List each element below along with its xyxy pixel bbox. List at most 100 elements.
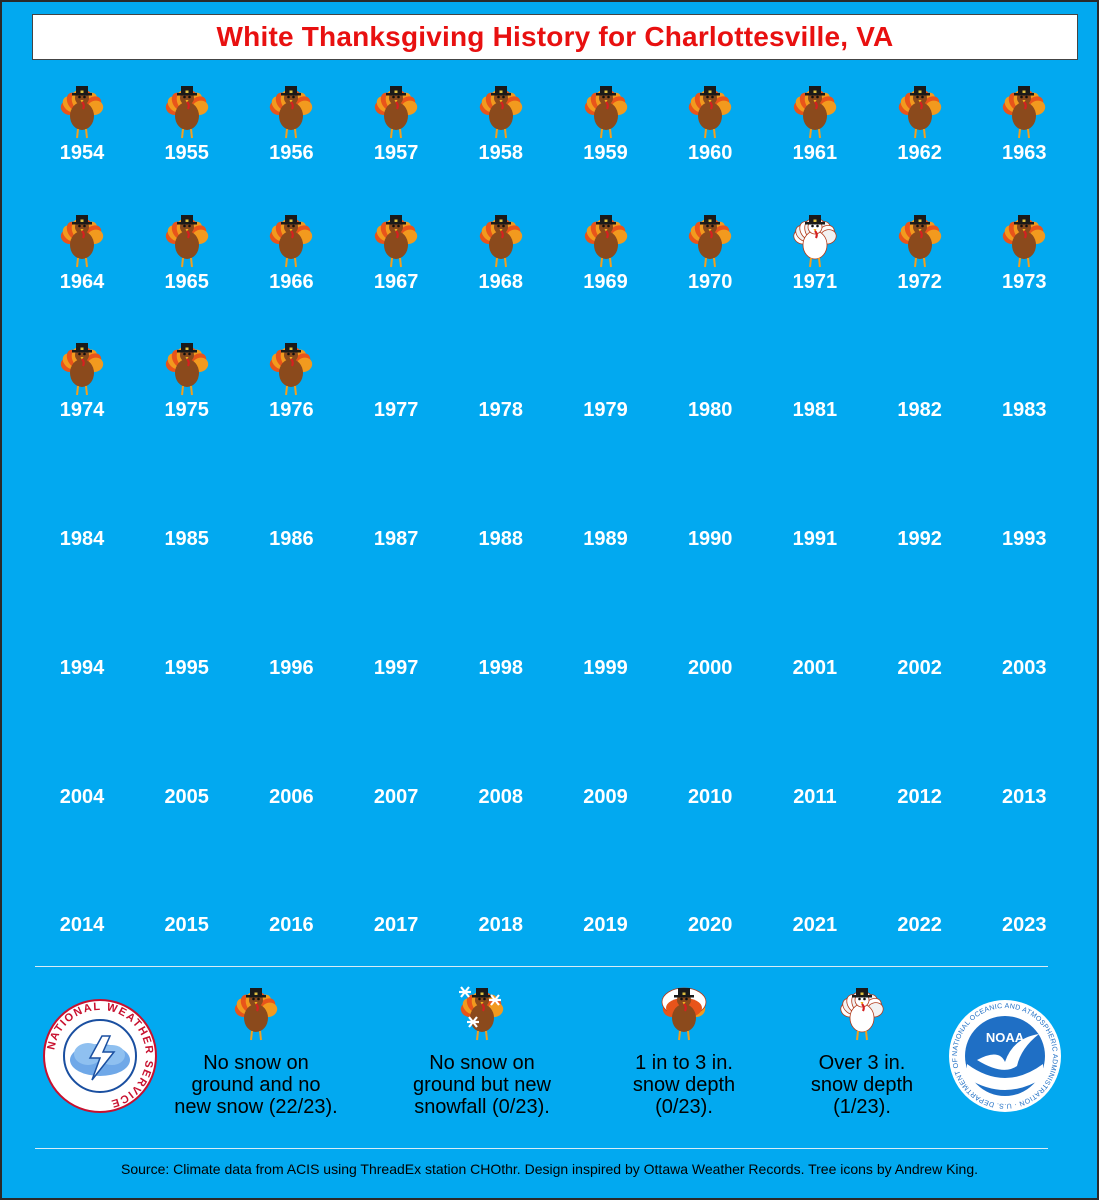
legend-item: Over 3 in. snow depth (1/23). [752, 978, 972, 1118]
year-cell: 1978 [449, 333, 553, 453]
brown-turkey-icon [270, 214, 313, 267]
year-label: 2005 [164, 785, 209, 808]
year-cell: 1961 [763, 76, 867, 196]
year-label: 1974 [59, 399, 105, 422]
year-label: 2008 [478, 785, 524, 808]
year-cell: 1964 [30, 205, 134, 325]
year-label: 1955 [164, 142, 209, 164]
year-cell: 1957 [344, 76, 448, 196]
year-cell: 1956 [239, 76, 343, 196]
year-label: 1993 [1002, 528, 1047, 551]
year-label: 2004 [59, 785, 105, 808]
year-label: 2017 [373, 914, 419, 937]
year-label: 2007 [373, 785, 419, 808]
year-label: 1960 [687, 142, 733, 164]
year-grid: 1954 1955 1956 1957 1958 1959 1960 1961 1962 1963… [2, 2, 1099, 962]
year-cell: 1963 [972, 76, 1076, 196]
year-cell: 1983 [972, 333, 1076, 453]
brown-turkey-icon [374, 214, 418, 267]
year-cell: 1998 [449, 591, 553, 711]
year-cell: 2002 [868, 591, 972, 711]
brown-turkey-icon [1003, 214, 1046, 267]
year-cell: 1981 [763, 333, 867, 453]
legend-label-line: snow depth [810, 1074, 914, 1096]
year-cell: 1973 [972, 205, 1076, 325]
white-turkey-icon [840, 988, 884, 1041]
year-label: 1961 [792, 142, 838, 164]
year-label: 2003 [1002, 656, 1047, 679]
year-cell: 1987 [344, 462, 448, 582]
year-label: 1973 [1002, 270, 1047, 293]
year-label: 1980 [687, 399, 733, 422]
legend-label-line: ground and no [191, 1074, 321, 1096]
year-label: 2012 [897, 785, 942, 808]
year-cell: 2013 [972, 720, 1076, 840]
brown-turkey-icon [479, 214, 522, 267]
year-cell: 2011 [763, 720, 867, 840]
year-cell: 2009 [554, 720, 658, 840]
nws-logo-icon: NATIONAL WEATHER SERVICE [43, 999, 157, 1113]
year-label: 1964 [59, 270, 105, 293]
year-label: 2010 [687, 785, 733, 808]
year-cell: 1977 [344, 333, 448, 453]
year-label: 1958 [478, 142, 524, 164]
year-cell: 2001 [763, 591, 867, 711]
year-label: 1982 [897, 399, 942, 422]
brown-turkey-icon [165, 86, 208, 139]
year-label: 2000 [687, 656, 733, 679]
year-label: 1975 [164, 399, 209, 422]
year-label: 1991 [792, 528, 838, 551]
year-cell: 1971 [763, 205, 867, 325]
year-cell: 1993 [972, 462, 1076, 582]
year-label: 1959 [583, 142, 628, 164]
year-label: 1990 [687, 528, 733, 551]
brown-turkey-icon [270, 343, 313, 396]
year-label: 1981 [792, 399, 838, 422]
year-cell: 2004 [30, 720, 134, 840]
year-cell: 1970 [658, 205, 762, 325]
legend-item: 1 in to 3 in. snow depth (0/23). [574, 978, 794, 1118]
year-label: 1966 [269, 270, 314, 293]
snowflake-turkey-icon [459, 986, 504, 1041]
year-label: 1967 [373, 270, 419, 293]
year-cell: 1979 [554, 333, 658, 453]
year-cell: 1988 [449, 462, 553, 582]
year-label: 1970 [687, 270, 733, 293]
year-label: 1978 [478, 399, 524, 422]
year-label: 2023 [1002, 914, 1047, 937]
year-label: 1977 [373, 399, 419, 422]
year-cell: 2021 [763, 848, 867, 968]
year-cell: 2003 [972, 591, 1076, 711]
year-label: 2018 [478, 914, 524, 937]
page-title: White Thanksgiving History for Charlotte… [216, 21, 894, 52]
brown-turkey-icon [688, 86, 732, 139]
year-cell: 1997 [344, 591, 448, 711]
year-cell: 1958 [449, 76, 553, 196]
year-label: 2022 [897, 914, 942, 937]
year-cell: 1992 [868, 462, 972, 582]
legend-item: No snow on ground and no new snow (22/23). [146, 978, 366, 1118]
year-cell: 1955 [135, 76, 239, 196]
title-box: White Thanksgiving History for Charlotte… [32, 14, 1078, 60]
year-label: 1985 [164, 528, 209, 551]
year-cell: 1975 [135, 333, 239, 453]
year-cell: 1982 [868, 333, 972, 453]
year-cell: 2018 [449, 848, 553, 968]
brown-turkey-icon [165, 343, 208, 396]
year-cell: 1986 [239, 462, 343, 582]
year-label: 1962 [897, 142, 942, 164]
brown-turkey-icon [479, 86, 522, 139]
year-label: 1971 [792, 270, 838, 293]
year-cell: 1990 [658, 462, 762, 582]
bottom-divider [35, 1148, 1048, 1149]
year-label: 1999 [583, 656, 628, 679]
brown-turkey-icon [60, 86, 104, 139]
year-cell: 1967 [344, 205, 448, 325]
noaa-logo-icon: NOAA NATIONAL OCEANIC AND ATMOSPHERIC AD… [947, 998, 1061, 1112]
legend-label-line: snowfall (0/23). [414, 1096, 550, 1118]
year-label: 1976 [269, 399, 314, 422]
white-turkey-icon [793, 214, 837, 267]
year-label: 2020 [687, 914, 733, 937]
year-label: 2016 [269, 914, 314, 937]
year-label: 1969 [583, 270, 628, 293]
